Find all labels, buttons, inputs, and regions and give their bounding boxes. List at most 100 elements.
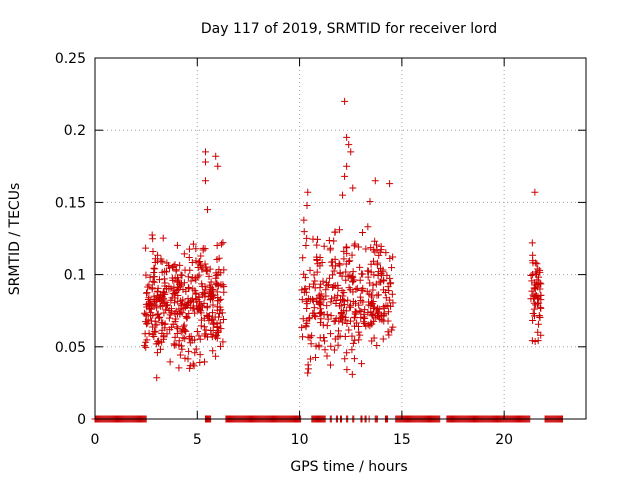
data-point [301,274,309,282]
data-point [528,239,536,247]
data-point [143,289,151,297]
data-point [298,324,306,332]
data-point [154,257,162,265]
data-point [336,332,344,340]
data-point [302,241,310,249]
data-point [531,312,538,320]
data-point [531,281,539,289]
data-point [340,247,348,255]
data-point [200,299,208,307]
data-point [334,327,342,335]
data-point [343,349,351,357]
data-point [181,266,189,274]
data-point [199,289,207,297]
data-point [326,274,334,282]
data-point [302,297,310,305]
data-point [180,326,188,334]
data-point [172,266,180,274]
data-point [379,335,387,343]
data-point [178,345,186,353]
data-point [312,342,320,350]
data-point [142,300,150,308]
data-point [158,338,166,346]
data-point [337,296,345,304]
data-point [343,244,351,252]
data-point [195,304,203,312]
data-point [191,349,199,357]
data-point [534,337,542,345]
data-point [203,267,211,275]
data-point [303,201,311,209]
data-point [311,277,319,285]
data-point [182,327,190,335]
data-point [349,268,357,276]
data-point [309,235,317,243]
data-point [347,317,355,325]
data-point [384,317,392,325]
data-point [142,289,150,297]
data-point [362,245,370,253]
data-point [160,290,168,298]
data-point [153,374,161,382]
data-point [356,307,364,315]
data-point-outlier [349,184,357,192]
data-point [318,259,326,267]
data-point [181,354,189,362]
data-point [356,263,364,271]
data-point [303,234,311,242]
data-point [201,245,209,253]
data-point [342,276,350,284]
data-point [332,296,340,304]
data-point [215,310,223,318]
data-point [212,333,220,341]
data-point [336,302,344,310]
data-point [307,340,315,348]
data-point [384,328,392,336]
data-point [209,347,217,355]
data-point [142,244,150,252]
data-point [353,319,361,327]
data-point [187,297,195,305]
data-point [340,255,348,263]
data-point [331,255,339,263]
data-point [380,303,388,311]
data-point [308,332,316,340]
data-point [210,319,218,327]
data-point [309,295,317,303]
data-point [326,361,334,369]
data-point [330,237,338,245]
data-point [360,318,368,326]
data-point [179,286,187,294]
data-point [187,277,195,285]
x-tick-label: 10 [291,432,309,448]
data-point [350,355,358,363]
data-point [320,337,328,345]
data-point-outlier [214,162,222,170]
data-point [215,254,223,262]
data-point [345,257,353,265]
data-point [219,239,227,247]
x-axis-label: GPS time / hours [290,459,407,475]
data-point [150,327,158,335]
data-point-outlier [343,133,351,141]
data-point [335,260,343,268]
data-point [217,342,225,350]
data-point [349,277,357,285]
data-point [303,317,311,325]
data-point [348,346,356,354]
data-point [350,276,358,284]
data-point [154,310,162,318]
data-point [529,291,537,299]
data-point [332,314,340,322]
data-point [534,280,542,288]
data-point [158,268,166,276]
data-point [213,334,221,342]
data-point [326,244,334,252]
data-point [170,299,178,307]
data-point [217,325,225,333]
data-point [327,330,335,338]
data-point [184,284,192,292]
data-point [347,301,355,309]
data-point [154,337,162,345]
